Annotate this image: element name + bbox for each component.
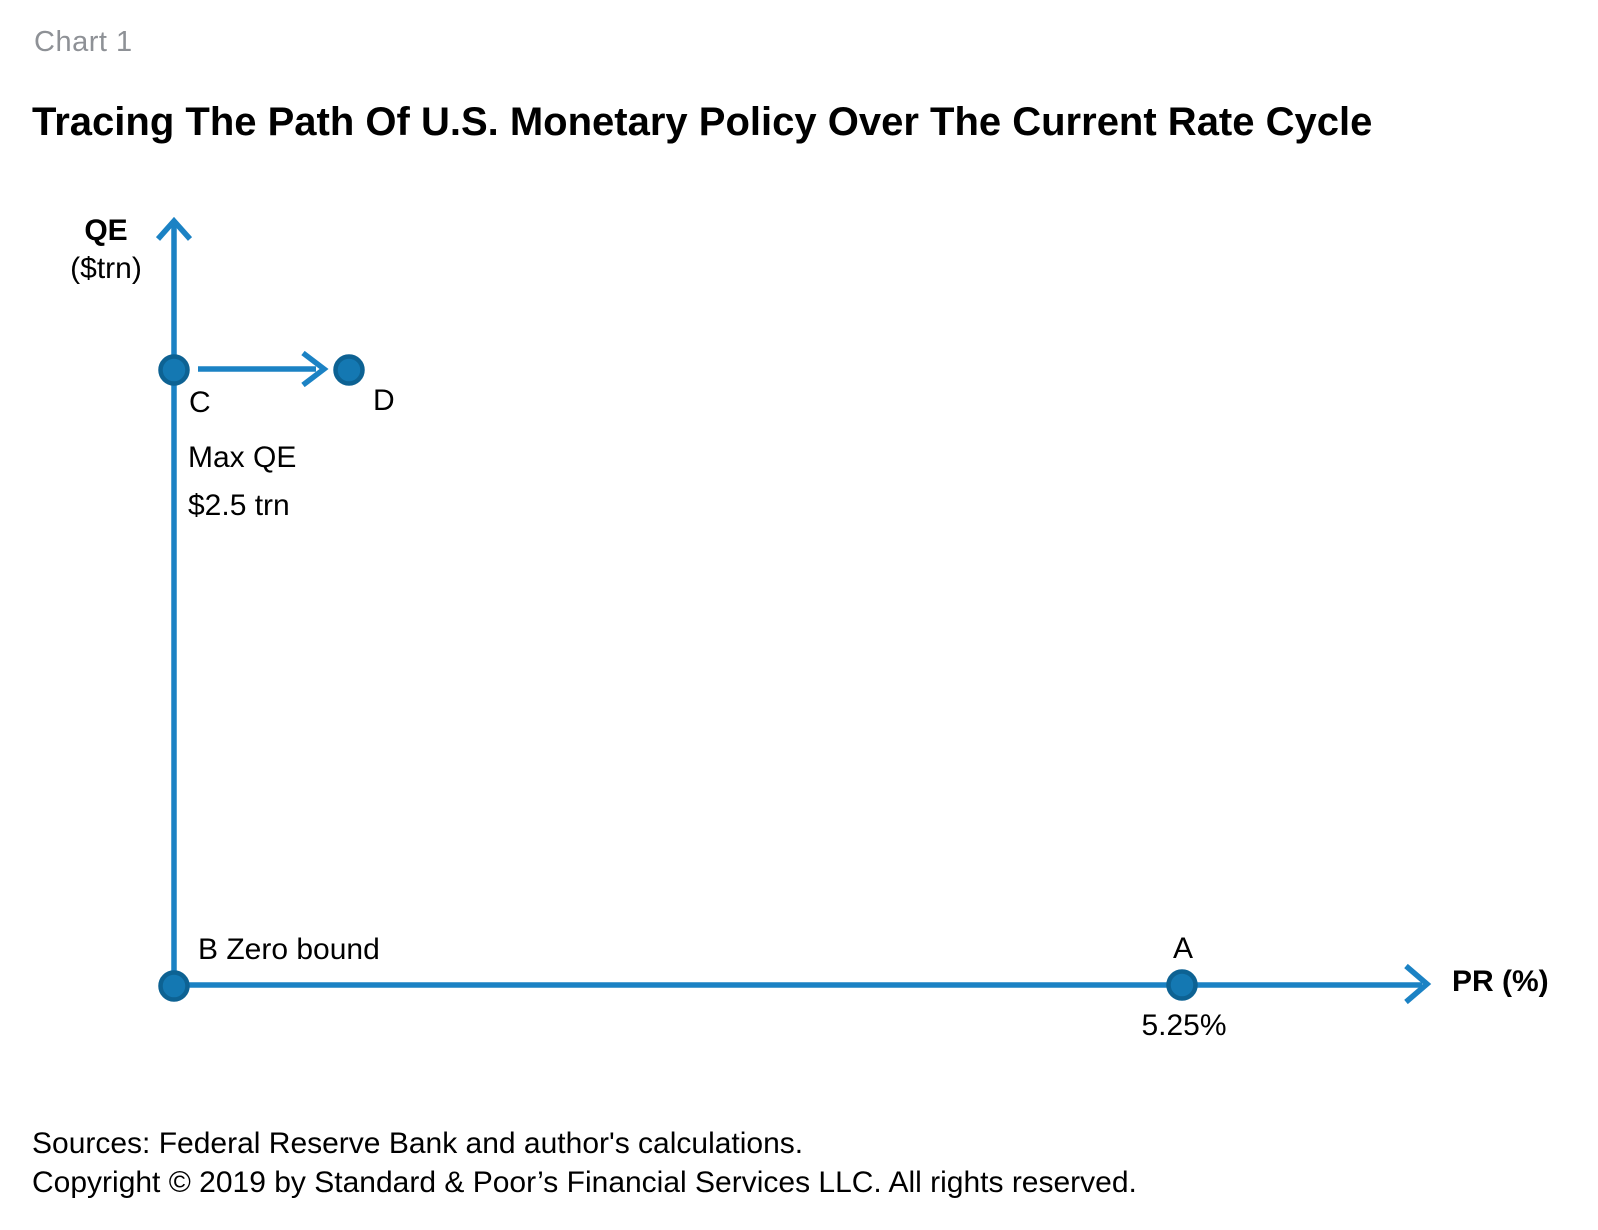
x-axis-label: PR (%) — [1452, 965, 1549, 998]
y-axis-arrowhead-icon — [155, 216, 193, 241]
x-axis-arrowhead-icon — [1404, 963, 1432, 1005]
chart-title: Tracing The Path Of U.S. Monetary Policy… — [32, 100, 1373, 144]
point-b-label: B Zero bound — [198, 933, 380, 966]
point-b-dot — [158, 970, 190, 1002]
copyright-line: Copyright © 2019 by Standard & Poor’s Fi… — [32, 1166, 1137, 1199]
c-to-d-arrowhead-icon — [301, 350, 329, 388]
max-qe-line1: Max QE — [188, 441, 297, 474]
point-a-value: 5.25% — [1141, 1009, 1227, 1042]
point-a-dot — [1166, 969, 1198, 1001]
y-axis-label: QE ($trn) — [46, 212, 166, 288]
point-a-label: A — [1172, 932, 1194, 965]
sources-line: Sources: Federal Reserve Bank and author… — [32, 1127, 804, 1160]
y-axis-label-name: QE — [84, 214, 128, 247]
chart-number: Chart 1 — [34, 26, 133, 58]
max-qe-annotation: Max QE $2.5 trn — [188, 434, 296, 530]
point-c-label: C — [189, 386, 211, 419]
y-axis-label-unit: ($trn) — [70, 252, 142, 285]
footer: Sources: Federal Reserve Bank and author… — [32, 1124, 1137, 1202]
point-d-label: D — [373, 384, 395, 417]
point-d-dot — [333, 354, 365, 386]
point-c-dot — [158, 354, 190, 386]
max-qe-line2: $2.5 trn — [188, 489, 290, 522]
